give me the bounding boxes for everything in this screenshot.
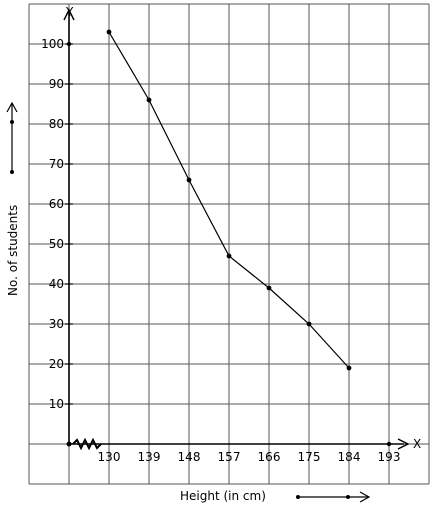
data-point <box>146 97 152 103</box>
x-tick-label: 175 <box>298 450 321 464</box>
y-tick-label: 80 <box>49 117 64 131</box>
y-direction-arrow <box>6 101 18 172</box>
x-axis-title: Height (in cm) <box>180 489 266 503</box>
y-axis-arrowhead <box>63 8 75 21</box>
x-tick-label: 157 <box>218 450 241 464</box>
x-axis-end-point <box>386 441 392 447</box>
y-axis-top-point <box>66 41 72 47</box>
x-direction-arrow <box>298 491 371 503</box>
x-tick-label: 193 <box>378 450 401 464</box>
x-tick-label: 148 <box>178 450 201 464</box>
data-point <box>226 253 232 259</box>
y-tick-label: 20 <box>49 357 64 371</box>
data-point <box>106 29 112 35</box>
y-arrow-dot-bottom <box>10 170 14 174</box>
x-arrow-dot-left <box>296 495 300 499</box>
origin-point <box>66 441 72 447</box>
y-tick-label: 60 <box>49 197 64 211</box>
x-arrow-dot-right <box>346 495 350 499</box>
y-tick-label: 40 <box>49 277 64 291</box>
y-tick-label: 100 <box>41 37 64 51</box>
y-tick-label: 50 <box>49 237 64 251</box>
y-arrow-dot-top <box>10 120 14 124</box>
y-tick-label: 90 <box>49 77 64 91</box>
x-axis-letter: X <box>413 437 421 451</box>
data-point <box>346 365 352 371</box>
y-tick-label: 70 <box>49 157 64 171</box>
x-tick-label: 166 <box>258 450 281 464</box>
x-tick-label: 184 <box>338 450 361 464</box>
axes <box>63 8 410 450</box>
x-axis-arrowhead <box>397 438 410 450</box>
grid <box>28 3 430 485</box>
tick-labels: 130 139 148 157 166 175 184 193 10 20 30 40 50 60 70 80… <box>41 37 400 464</box>
x-tick-label: 139 <box>138 450 161 464</box>
y-axis-letter: Y <box>65 5 74 19</box>
series-line <box>106 29 352 371</box>
data-point <box>186 177 192 183</box>
y-tick-label: 10 <box>49 397 64 411</box>
data-point <box>266 285 272 291</box>
x-tick-label: 130 <box>98 450 121 464</box>
data-point <box>306 321 312 327</box>
x-axis-break <box>72 437 102 451</box>
axis-break-zigzag <box>72 437 102 451</box>
y-tick-label: 30 <box>49 317 64 331</box>
y-axis-title: No. of students <box>6 205 20 296</box>
